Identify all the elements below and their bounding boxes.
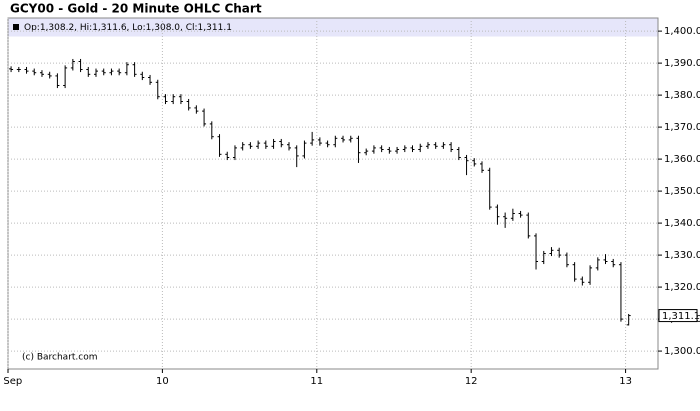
plot-area xyxy=(7,17,659,370)
watermark: (c) Barchart.com xyxy=(22,353,98,363)
last-price-label: 1,311.1 xyxy=(662,311,700,322)
y-tick-label: 1,320.0 xyxy=(664,282,700,293)
y-tick-label: 1,330.0 xyxy=(664,250,700,261)
x-tick-label: 12 xyxy=(465,376,478,387)
y-tick-label: 1,380.0 xyxy=(664,90,700,101)
y-tick-label: 1,370.0 xyxy=(664,122,700,133)
x-tick-label: 13 xyxy=(619,376,632,387)
info-text: Op:1,308.2, Hi:1,311.6, Lo:1,308.0, Cl:1… xyxy=(24,23,232,33)
y-tick-label: 1,360.0 xyxy=(664,154,700,165)
y-tick-label: 1,390.0 xyxy=(664,58,700,69)
y-tick-label: 1,350.0 xyxy=(664,186,700,197)
x-tick-label: 9 Sep xyxy=(0,376,22,387)
last-price-box xyxy=(658,309,698,323)
info-bar xyxy=(8,18,658,37)
y-tick-label: 1,340.0 xyxy=(664,218,700,229)
chart-title: GCY00 - Gold - 20 Minute OHLC Chart xyxy=(10,2,262,16)
y-tick-label: 1,300.0 xyxy=(664,346,700,357)
y-tick-label: 1,400.0 xyxy=(664,26,700,37)
x-tick-label: 10 xyxy=(156,376,169,387)
info-icon xyxy=(13,24,19,30)
x-tick-label: 11 xyxy=(310,376,323,387)
